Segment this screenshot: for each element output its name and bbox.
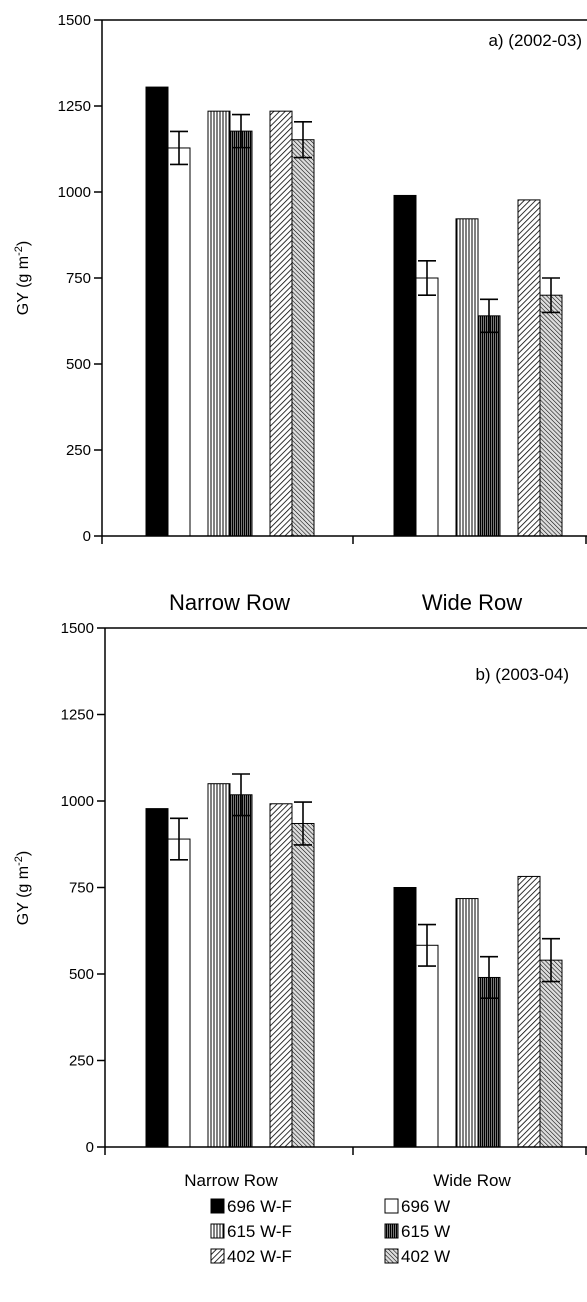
- bar: [539, 294, 563, 537]
- legend-label: 615 W: [401, 1222, 450, 1241]
- legend-item: 402 W: [384, 1247, 450, 1266]
- bar: [517, 199, 541, 537]
- bar: [415, 277, 439, 537]
- bar: [207, 110, 231, 537]
- x-category-label: Wide Row: [422, 590, 522, 615]
- bar: [145, 86, 169, 537]
- legend-item: 696 W-F: [210, 1197, 292, 1216]
- bar: [145, 808, 169, 1148]
- legend-swatch: [384, 1248, 399, 1264]
- panel-label: b) (2003-04): [475, 665, 569, 684]
- y-tick-label: 500: [66, 356, 91, 373]
- legend-item: 615 W-F: [210, 1222, 292, 1241]
- y-tick-label: 0: [83, 528, 91, 545]
- legend-item: 696 W: [384, 1197, 450, 1216]
- bar: [477, 315, 501, 537]
- y-axis-label: GY (g m-2): [13, 241, 32, 315]
- legend: 696 W-F 696 W 615 W-F 615 W 402 W-F 402 W: [210, 1197, 450, 1266]
- charts-layer: 0 250 500 750 1000 1250 1500 Narrow Row Wide Row…: [13, 12, 587, 1190]
- y-tick-label: 750: [66, 270, 91, 287]
- y-tick-label: 1250: [61, 707, 94, 724]
- x-category-label: Narrow Row: [169, 590, 290, 615]
- x-category-label: Wide Row: [433, 1171, 511, 1190]
- x-category-label: Narrow Row: [184, 1171, 278, 1190]
- y-tick-label: 1500: [58, 12, 91, 29]
- bar: [207, 783, 231, 1148]
- bar: [167, 147, 191, 537]
- legend-item: 402 W-F: [210, 1247, 292, 1266]
- y-tick-label: 750: [69, 880, 94, 897]
- legend-label: 696 W: [401, 1197, 450, 1216]
- chart-panel-b: 0 250 500 750 1000 1250 1500 Narrow Row Wide Row…: [13, 620, 587, 1190]
- bar: [269, 110, 293, 537]
- legend-swatch: [210, 1223, 225, 1239]
- bar: [455, 218, 479, 537]
- bar: [393, 887, 417, 1148]
- bar: [539, 959, 563, 1148]
- bar: [269, 803, 293, 1148]
- bar: [393, 194, 417, 537]
- y-tick-label: 500: [69, 966, 94, 983]
- chart-panel-a: 0 250 500 750 1000 1250 1500 Narrow Row Wide Row…: [13, 12, 587, 615]
- legend-label: 696 W-F: [227, 1197, 292, 1216]
- legend-swatch: [210, 1248, 225, 1264]
- y-tick-label: 1500: [61, 620, 94, 637]
- bar: [229, 130, 253, 537]
- y-tick-label: 1250: [58, 98, 91, 115]
- legend-swatch: [384, 1223, 399, 1239]
- y-tick-label: 250: [69, 1053, 94, 1070]
- bar: [167, 838, 191, 1148]
- legend-swatch: [384, 1198, 399, 1214]
- bar: [415, 944, 439, 1148]
- bar: [291, 822, 315, 1148]
- legend-label: 615 W-F: [227, 1222, 292, 1241]
- bar: [229, 794, 253, 1148]
- legend-item: 615 W: [384, 1222, 450, 1241]
- y-tick-label: 250: [66, 442, 91, 459]
- bar: [517, 875, 541, 1148]
- bar: [477, 976, 501, 1148]
- bar: [455, 898, 479, 1148]
- legend-label: 402 W-F: [227, 1247, 292, 1266]
- legend-swatch: [210, 1198, 225, 1214]
- y-tick-label: 0: [86, 1139, 94, 1156]
- y-tick-label: 1000: [61, 793, 94, 810]
- y-tick-label: 1000: [58, 184, 91, 201]
- panel-label: a) (2002-03): [488, 31, 582, 50]
- y-axis-label: GY (g m-2): [13, 851, 32, 925]
- bar: [291, 139, 315, 537]
- legend-label: 402 W: [401, 1247, 450, 1266]
